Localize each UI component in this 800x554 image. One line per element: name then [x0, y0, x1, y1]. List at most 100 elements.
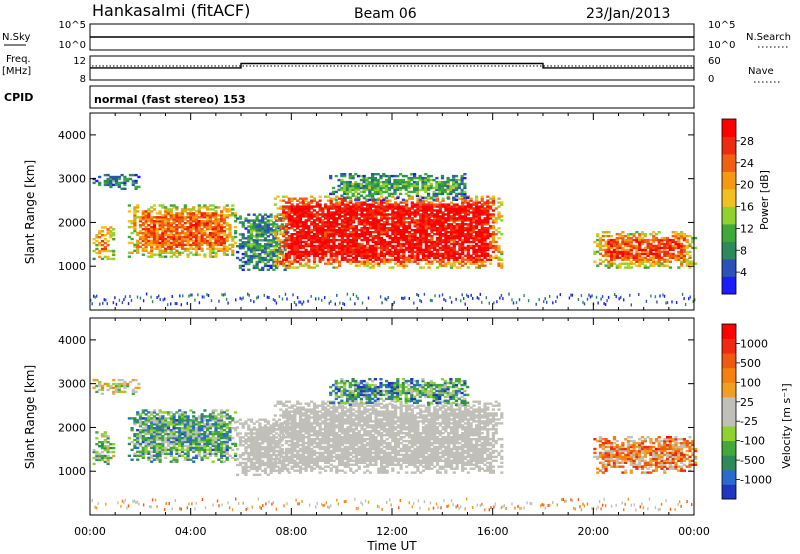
freq-tick-bottom: 8: [80, 74, 86, 85]
velocity-colorbar-tick-label: -1000: [740, 474, 772, 487]
power-echo-region: [92, 226, 116, 261]
velocity-colorbar-tick-label: 500: [740, 357, 761, 370]
x-axis-label: Time UT: [366, 539, 417, 553]
x-tick-label: 16:00: [477, 525, 509, 538]
cpid-label: CPID: [4, 91, 33, 104]
power-heatmap: [90, 173, 698, 307]
power-panel: 1000 2000 3000 4000 Slant Range [km] 4 8 12 16…: [23, 112, 771, 311]
colorbar-segment: [722, 440, 736, 456]
velocity-colorbar-label: Velocity [m s⁻¹]: [780, 383, 793, 468]
velocity-echo-region: [127, 409, 238, 463]
cpid-panel: CPID normal (fast stereo) 153: [4, 85, 695, 109]
colorbar-segment: [722, 224, 736, 242]
power-echo-region: [92, 173, 141, 190]
velocity-y-tick-label: 1000: [58, 465, 86, 478]
date-title: 23/Jan/2013: [586, 6, 670, 22]
colorbar-segment: [722, 276, 736, 295]
power-colorbar-tick-label: 20: [740, 179, 754, 192]
velocity-ylabel: Slant Range [km]: [23, 365, 37, 469]
colorbar-segment: [722, 189, 736, 207]
power-near-range-scatter: [90, 292, 696, 307]
beam-title: Beam 06: [354, 6, 417, 22]
velocity-colorbar: 1000 500 100 25 -25 -100 -500 -1000: [721, 323, 772, 500]
power-y-tick-label: 1000: [58, 260, 86, 273]
colorbar-segment: [722, 136, 736, 155]
x-tick-label: 08:00: [275, 525, 307, 538]
colorbar-segment: [722, 367, 736, 383]
power-colorbar-tick-label: 4: [740, 266, 747, 279]
freq-trace: [90, 62, 694, 69]
freq-label-bottom: [MHz]: [2, 66, 31, 77]
freq-panel: Freq. [MHz] 12 8 60 0 Nave: [2, 54, 780, 85]
x-tick-label: 12:00: [376, 525, 408, 538]
cpid-text: normal (fast stereo) 153: [94, 93, 246, 106]
freq-label-top: Freq.: [6, 54, 31, 65]
colorbar-segment: [722, 241, 736, 260]
x-tick-label: 04:00: [175, 525, 207, 538]
power-y-tick-label: 4000: [58, 129, 86, 142]
colorbar-segment: [722, 455, 736, 471]
velocity-heatmap: [91, 378, 698, 512]
power-colorbar-tick-label: 24: [740, 157, 754, 170]
colorbar-segment: [722, 396, 736, 412]
velocity-colorbar-tick-label: 25: [740, 396, 754, 409]
nsearch-tick-top: 10^5: [708, 20, 735, 31]
velocity-echo-region: [236, 418, 290, 476]
power-echo-region: [593, 231, 698, 269]
nave-label: Nave: [748, 66, 774, 77]
nave-tick-top: 60: [708, 56, 721, 67]
power-colorbar-tick-label: 8: [740, 244, 747, 257]
velocity-near-range-scatter: [91, 497, 693, 512]
nsky-tick-bottom: 10^0: [59, 40, 86, 51]
power-y-tick-label: 2000: [58, 216, 86, 229]
power-y-tick-label: 3000: [58, 173, 86, 186]
colorbar-segment: [722, 353, 736, 369]
velocity-colorbar-tick-label: -25: [740, 415, 758, 428]
nsky-tick-top: 10^5: [59, 20, 86, 31]
x-tick-label: 20:00: [577, 525, 609, 538]
colorbar-segment: [722, 324, 736, 339]
nsearch-label: N.Search: [746, 32, 791, 43]
colorbar-segment: [722, 338, 736, 354]
velocity-echo-region: [273, 400, 504, 474]
x-tick-label: 00:00: [74, 525, 106, 538]
velocity-colorbar-tick-label: -500: [740, 454, 765, 467]
colorbar-segment: [722, 206, 736, 225]
power-colorbar-label: Power [dB]: [758, 170, 771, 230]
colorbar-segment: [722, 259, 736, 277]
velocity-y-tick-label: 4000: [58, 334, 86, 347]
nsky-label: N.Sky: [2, 32, 30, 43]
nave-tick-bottom: 0: [708, 74, 714, 85]
velocity-y-tick-label: 3000: [58, 378, 86, 391]
velocity-echo-region: [329, 378, 470, 406]
colorbar-segment: [722, 469, 736, 485]
velocity-echo-region: [92, 431, 116, 466]
station-title: Hankasalmi (fitACF): [92, 1, 250, 20]
power-colorbar-tick-label: 28: [740, 135, 754, 148]
colorbar-segment: [722, 154, 736, 172]
velocity-echo-region: [593, 436, 698, 474]
power-colorbar: 4 8 12 16 20 24 28: [721, 118, 754, 295]
freq-tick-top: 12: [73, 56, 86, 67]
power-echo-region: [127, 204, 238, 258]
velocity-colorbar-tick-label: 100: [740, 376, 761, 389]
x-tick-label: 00:00: [678, 525, 710, 538]
power-colorbar-tick-label: 12: [740, 222, 754, 235]
colorbar-segment: [722, 484, 736, 500]
colorbar-segment: [722, 382, 736, 398]
power-echo-region: [273, 195, 504, 269]
colorbar-segment: [722, 411, 736, 427]
colorbar-segment: [722, 171, 736, 190]
velocity-colorbar-tick-label: -100: [740, 435, 765, 448]
colorbar-segment: [722, 426, 736, 442]
nsky-panel: N.Sky 10^5 10^0 10^5 10^0 N.Search: [2, 20, 791, 51]
velocity-panel: 1000 2000 3000 4000 Slant Range [km] 1000 50…: [23, 317, 793, 516]
colorbar-segment: [722, 119, 736, 137]
power-colorbar-tick-label: 16: [740, 201, 754, 214]
velocity-colorbar-tick-label: 1000: [740, 337, 768, 350]
power-ylabel: Slant Range [km]: [23, 160, 37, 264]
power-echo-region: [329, 173, 470, 201]
nsearch-tick-bottom: 10^0: [708, 40, 735, 51]
velocity-echo-region: [92, 378, 141, 395]
